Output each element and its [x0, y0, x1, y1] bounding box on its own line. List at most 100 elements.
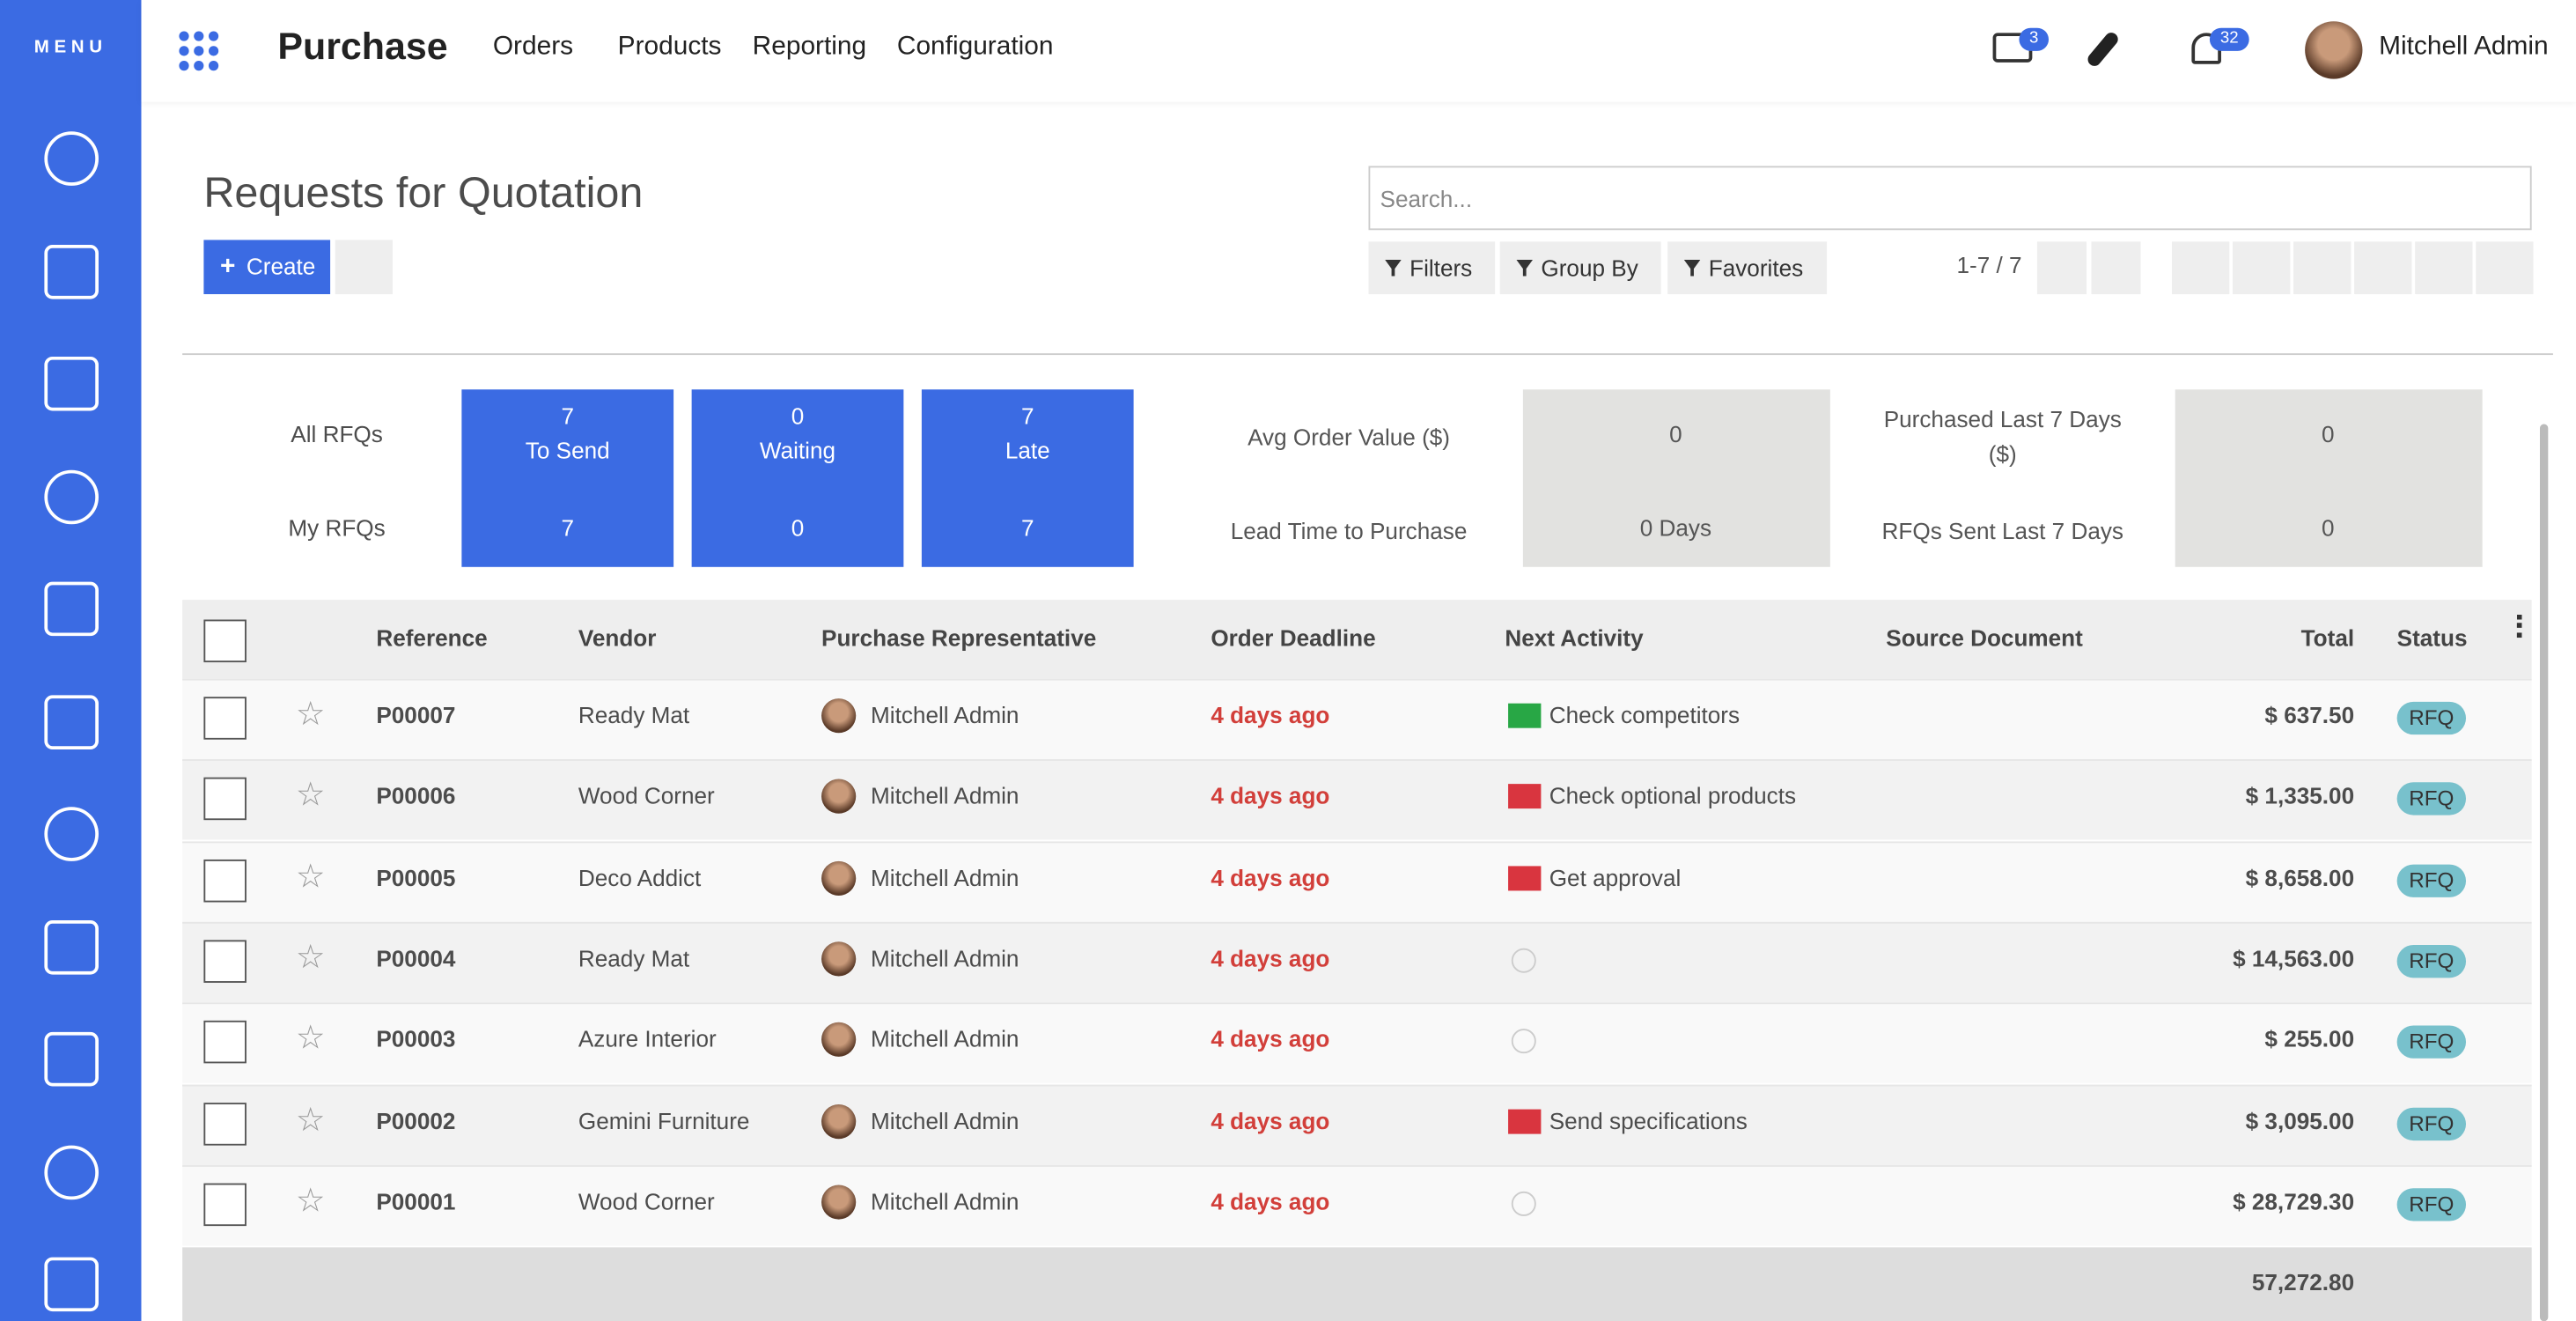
column-header[interactable]: Reference [376, 624, 488, 651]
top-menu[interactable]: Reporting [752, 33, 867, 62]
top-menu[interactable]: Configuration [896, 33, 1054, 62]
view-switcher[interactable] [2171, 241, 2230, 295]
pager-prev[interactable] [2036, 241, 2087, 295]
table-footer [182, 1247, 2532, 1321]
pager-next[interactable] [2091, 241, 2141, 295]
user-name[interactable]: Mitchell Admin [2379, 33, 2549, 62]
dashboard-tile[interactable] [921, 389, 1134, 567]
column-header[interactable]: Order Deadline [1211, 624, 1376, 651]
activity-icon[interactable] [1508, 1108, 1542, 1133]
star[interactable]: ☆ [295, 1102, 326, 1139]
sidebar-icon[interactable] [44, 469, 99, 524]
activity-clock[interactable] [1511, 1191, 1536, 1216]
apps-dot[interactable] [179, 61, 189, 71]
stat-label: Purchased Last 7 Days ($) [1883, 405, 2122, 467]
table-row[interactable] [182, 921, 2532, 1003]
sidebar-icon[interactable] [44, 807, 99, 861]
reference: P00007 [376, 701, 456, 728]
sidebar-icon[interactable] [44, 1144, 99, 1199]
column-header[interactable]: Purchase Representative [821, 624, 1097, 651]
apps-dot[interactable] [208, 31, 219, 41]
star[interactable]: ☆ [295, 1021, 326, 1058]
activity-icon[interactable] [1508, 865, 1542, 890]
deadline: 4 days ago [1211, 863, 1330, 890]
star[interactable]: ☆ [295, 778, 326, 815]
sidebar-icon[interactable] [44, 919, 99, 974]
tile-label: Waiting [759, 437, 836, 464]
view-switcher[interactable] [2233, 241, 2291, 295]
page-title: Requests for Quotation [203, 167, 644, 218]
column-header[interactable]: Status [2396, 624, 2468, 651]
checkbox[interactable] [203, 1021, 247, 1064]
button-label: Favorites [1708, 255, 1804, 282]
total: $ 8,658.00 [2245, 863, 2355, 890]
checkbox[interactable] [203, 940, 247, 983]
sidebar-icon[interactable] [44, 131, 99, 186]
star[interactable]: ☆ [295, 697, 326, 734]
column-header[interactable]: Source Document [1886, 624, 2083, 651]
apps-dot[interactable] [194, 46, 204, 56]
sidebar-icon[interactable] [44, 1031, 99, 1087]
deadline: 4 days ago [1211, 1025, 1330, 1052]
sidebar-icon[interactable] [44, 356, 99, 411]
create-button[interactable]: + Create [203, 240, 331, 295]
column-header[interactable]: Vendor [578, 624, 657, 651]
table-row[interactable] [182, 759, 2532, 841]
table-row[interactable] [182, 678, 2532, 760]
menu-label[interactable]: MENU [33, 37, 107, 58]
table-row[interactable] [182, 840, 2532, 922]
activity-icon[interactable] [1508, 703, 1542, 728]
search-box[interactable] [1368, 166, 2532, 231]
apps-dot[interactable] [179, 31, 189, 41]
checkbox[interactable] [203, 619, 247, 663]
sidebar-icon[interactable] [44, 581, 99, 637]
view-switcher[interactable] [2476, 241, 2534, 295]
reference: P00003 [376, 1025, 456, 1052]
star[interactable]: ☆ [295, 940, 326, 977]
activity: Check optional products [1549, 782, 1797, 809]
button-label: Filters [1409, 255, 1473, 282]
sidebar-icon[interactable] [44, 244, 99, 299]
apps-dot[interactable] [208, 61, 219, 71]
star[interactable]: ☆ [295, 1183, 326, 1220]
vendor: Wood Corner [578, 782, 715, 809]
apps-dot[interactable] [208, 46, 219, 56]
view-switcher[interactable] [2354, 241, 2412, 295]
column-header[interactable]: Total [2300, 624, 2355, 651]
top-menu[interactable]: Orders [492, 33, 574, 62]
group-by-button[interactable]: Group By [1499, 241, 1661, 295]
checkbox[interactable] [203, 859, 247, 902]
scrollbar[interactable] [2539, 424, 2549, 1321]
top-menu[interactable]: Products [617, 33, 722, 62]
apps-dot[interactable] [194, 31, 204, 41]
table-row[interactable] [182, 1083, 2532, 1165]
checkbox[interactable] [203, 1102, 247, 1145]
apps-dot[interactable] [194, 61, 204, 71]
checkbox[interactable] [203, 778, 247, 821]
filters-button[interactable]: Filters [1368, 241, 1496, 295]
dashboard-tile[interactable] [461, 389, 674, 567]
view-switcher[interactable] [2415, 241, 2473, 295]
favorites-button[interactable]: Favorites [1667, 241, 1828, 295]
table-row[interactable] [182, 1164, 2532, 1246]
activity-clock[interactable] [1511, 1029, 1536, 1054]
vendor: Azure Interior [578, 1025, 717, 1052]
checkbox[interactable] [203, 697, 247, 740]
view-switcher[interactable] [2293, 241, 2352, 295]
dashboard-tile[interactable] [691, 389, 904, 567]
sidebar-icon[interactable] [44, 1257, 99, 1312]
activity-icon[interactable] [1508, 784, 1542, 809]
activity-clock[interactable] [1511, 948, 1536, 973]
deadline: 4 days ago [1211, 701, 1330, 728]
avatar[interactable] [2305, 21, 2363, 79]
reference: P00004 [376, 944, 456, 971]
checkbox[interactable] [203, 1183, 247, 1226]
apps-dot[interactable] [179, 46, 189, 56]
star[interactable]: ☆ [295, 859, 326, 896]
download-button[interactable] [335, 240, 393, 295]
optional-columns[interactable] [2516, 614, 2523, 638]
column-header[interactable]: Next Activity [1505, 624, 1644, 651]
table-row[interactable] [182, 1002, 2532, 1084]
sidebar-icon[interactable] [44, 694, 99, 749]
app-name[interactable]: Purchase [277, 24, 448, 68]
